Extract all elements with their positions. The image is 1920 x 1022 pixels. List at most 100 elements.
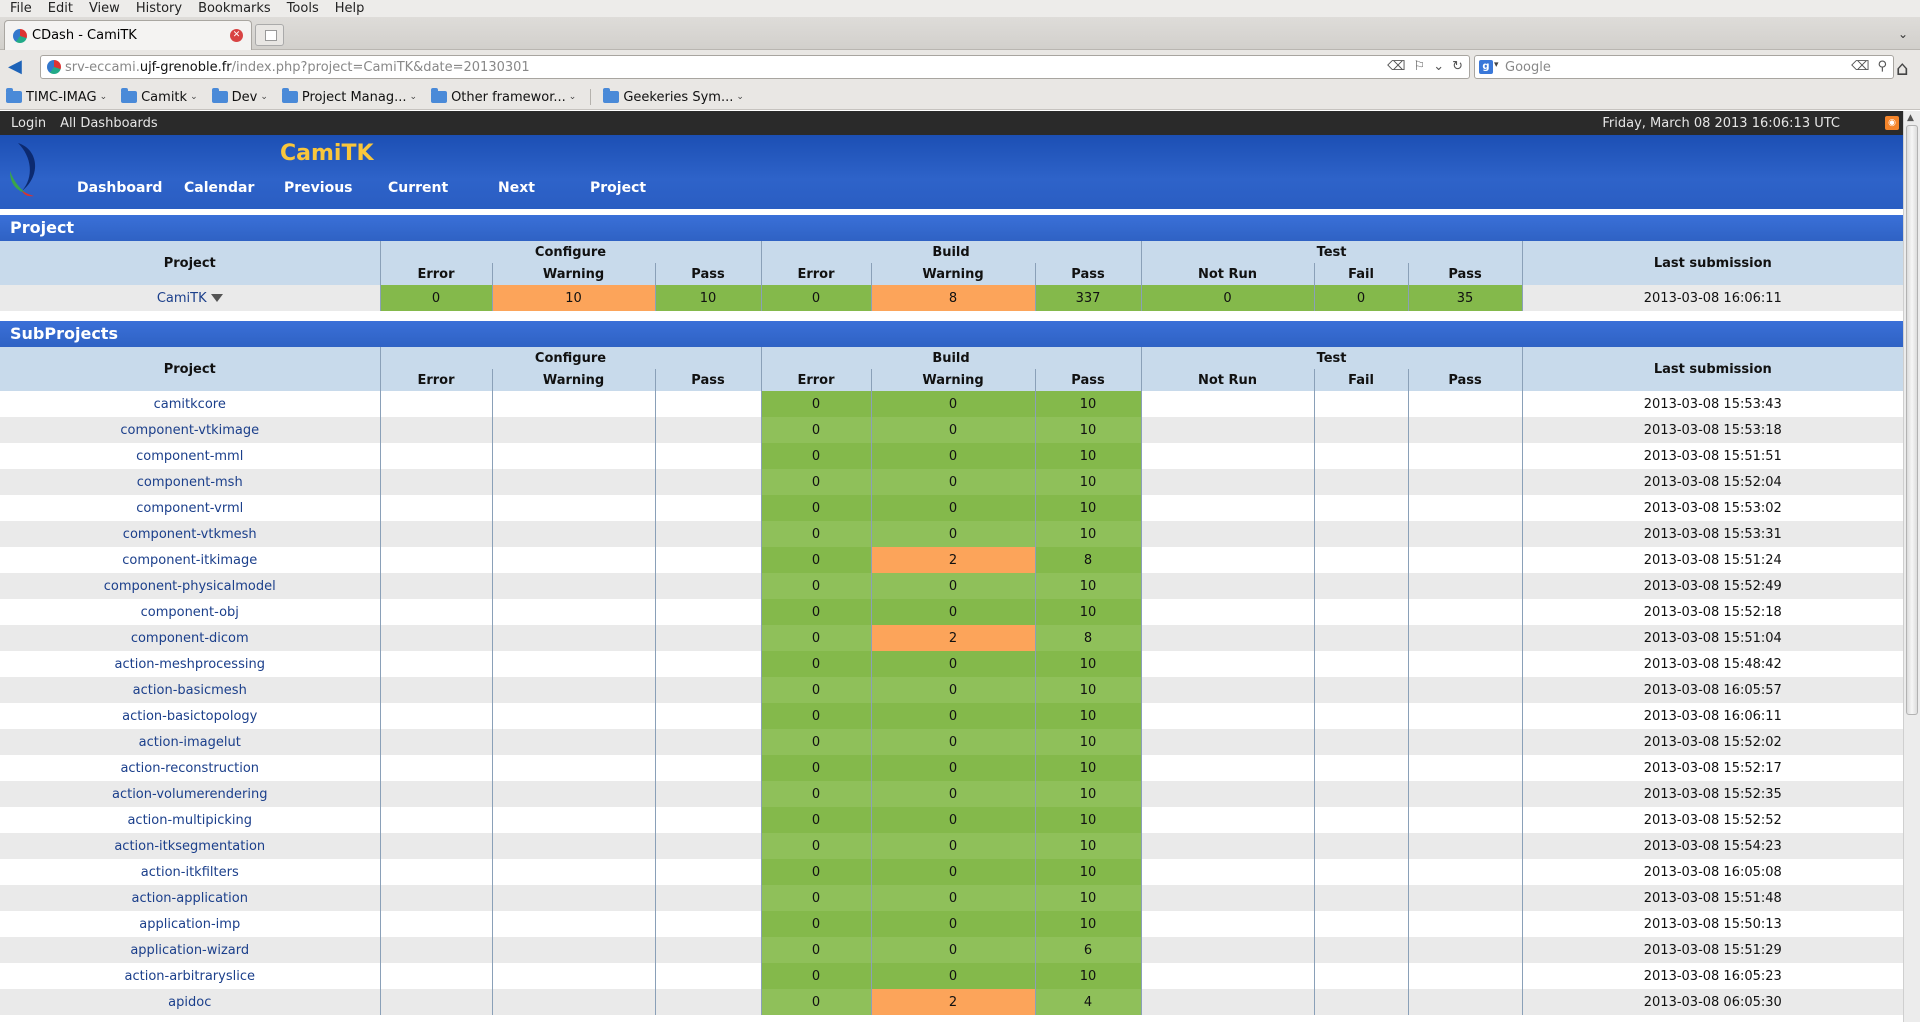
build-warning-cell[interactable]: 0 bbox=[870, 885, 1036, 911]
menu-help[interactable]: Help bbox=[334, 1, 365, 16]
build-pass-cell[interactable]: 10 bbox=[1034, 807, 1142, 833]
build-pass-cell[interactable]: 10 bbox=[1034, 599, 1142, 625]
nav-dashboard[interactable]: Dashboard bbox=[77, 180, 163, 196]
search-icon[interactable]: ⚲ bbox=[1877, 59, 1887, 74]
test-fail-cell[interactable]: 0 bbox=[1313, 285, 1409, 311]
menu-view[interactable]: View bbox=[88, 1, 120, 16]
bookmark-folder-timc-imag[interactable]: TIMC-IMAG ⌄ bbox=[6, 88, 107, 105]
subproject-link[interactable]: component-obj bbox=[140, 604, 239, 620]
configure-warning-cell[interactable]: 10 bbox=[491, 285, 655, 311]
build-error-cell[interactable]: 0 bbox=[760, 989, 872, 1015]
subproject-link[interactable]: component-vtkmesh bbox=[122, 526, 257, 542]
subproject-link[interactable]: camitkcore bbox=[153, 396, 226, 412]
build-error-cell[interactable]: 0 bbox=[760, 651, 872, 677]
subproject-link[interactable]: action-volumerendering bbox=[111, 786, 268, 802]
subproject-link[interactable]: component-dicom bbox=[130, 630, 249, 646]
subproject-link[interactable]: action-reconstruction bbox=[120, 760, 260, 776]
build-error-cell[interactable]: 0 bbox=[760, 285, 872, 311]
build-error-cell[interactable]: 0 bbox=[760, 625, 872, 651]
build-pass-cell[interactable]: 10 bbox=[1034, 391, 1142, 417]
menu-edit[interactable]: Edit bbox=[47, 1, 73, 16]
nav-calendar[interactable]: Calendar bbox=[184, 180, 255, 196]
build-pass-cell[interactable]: 10 bbox=[1034, 573, 1142, 599]
subproject-link[interactable]: action-multipicking bbox=[127, 812, 253, 828]
home-icon[interactable]: ⌂ bbox=[1896, 56, 1909, 80]
build-error-cell[interactable]: 0 bbox=[760, 755, 872, 781]
bookmark-folder-project-manag[interactable]: Project Manag... ⌄ bbox=[281, 88, 417, 105]
bookmark-folder-geekeries[interactable]: Geekeries Sym... ⌄ bbox=[603, 88, 744, 105]
clear-url-icon[interactable]: ⌫ bbox=[1387, 59, 1406, 74]
configure-error-cell[interactable]: 0 bbox=[379, 285, 492, 311]
nav-previous[interactable]: Previous bbox=[284, 180, 353, 196]
login-link[interactable]: Login bbox=[11, 115, 47, 131]
build-error-cell[interactable]: 0 bbox=[760, 781, 872, 807]
build-warning-cell[interactable]: 2 bbox=[870, 547, 1036, 573]
build-pass-cell[interactable]: 10 bbox=[1034, 495, 1142, 521]
subproject-link[interactable]: action-itksegmentation bbox=[114, 838, 266, 854]
engine-dropdown-icon[interactable]: ▾ bbox=[1494, 60, 1499, 70]
build-warning-cell[interactable]: 0 bbox=[870, 599, 1036, 625]
reload-icon[interactable]: ↻ bbox=[1452, 59, 1463, 74]
build-pass-cell[interactable]: 10 bbox=[1034, 651, 1142, 677]
subproject-link[interactable]: action-application bbox=[131, 890, 248, 906]
test-notrun-cell[interactable]: 0 bbox=[1140, 285, 1315, 311]
new-tab-button[interactable] bbox=[255, 24, 284, 46]
build-error-cell[interactable]: 0 bbox=[760, 833, 872, 859]
subproject-link[interactable]: component-vtkimage bbox=[120, 422, 260, 438]
scrollbar-thumb[interactable] bbox=[1906, 125, 1918, 715]
build-pass-cell[interactable]: 10 bbox=[1034, 755, 1142, 781]
build-error-cell[interactable]: 0 bbox=[760, 729, 872, 755]
build-pass-cell[interactable]: 337 bbox=[1034, 285, 1142, 311]
subproject-link[interactable]: action-itkfilters bbox=[140, 864, 239, 880]
search-box[interactable]: g ▾ Google ⌫ ⚲ bbox=[1474, 55, 1894, 79]
subproject-link[interactable]: apidoc bbox=[168, 994, 212, 1010]
build-pass-cell[interactable]: 10 bbox=[1034, 963, 1142, 989]
build-warning-cell[interactable]: 0 bbox=[870, 391, 1036, 417]
build-pass-cell[interactable]: 10 bbox=[1034, 781, 1142, 807]
page-info-icon[interactable]: ⚐ bbox=[1413, 59, 1426, 74]
build-error-cell[interactable]: 0 bbox=[760, 547, 872, 573]
build-error-cell[interactable]: 0 bbox=[760, 911, 872, 937]
build-pass-cell[interactable]: 4 bbox=[1034, 989, 1142, 1015]
subproject-link[interactable]: application-wizard bbox=[130, 942, 250, 958]
build-warning-cell[interactable]: 0 bbox=[870, 495, 1036, 521]
subproject-link[interactable]: action-imagelut bbox=[138, 734, 241, 750]
google-engine-icon[interactable]: g bbox=[1479, 60, 1493, 74]
build-error-cell[interactable]: 0 bbox=[760, 937, 872, 963]
clear-search-icon[interactable]: ⌫ bbox=[1851, 59, 1870, 74]
build-pass-cell[interactable]: 10 bbox=[1034, 885, 1142, 911]
nav-next[interactable]: Next bbox=[498, 180, 535, 196]
build-error-cell[interactable]: 0 bbox=[760, 521, 872, 547]
cdash-logo[interactable] bbox=[4, 141, 44, 197]
subproject-link[interactable]: action-meshprocessing bbox=[114, 656, 265, 672]
build-warning-cell[interactable]: 0 bbox=[870, 469, 1036, 495]
build-warning-cell[interactable]: 0 bbox=[870, 833, 1036, 859]
build-error-cell[interactable]: 0 bbox=[760, 391, 872, 417]
build-error-cell[interactable]: 0 bbox=[760, 573, 872, 599]
subproject-link[interactable]: action-basicmesh bbox=[132, 682, 247, 698]
build-warning-cell[interactable]: 2 bbox=[870, 625, 1036, 651]
build-pass-cell[interactable]: 10 bbox=[1034, 729, 1142, 755]
build-warning-cell[interactable]: 0 bbox=[870, 573, 1036, 599]
menu-bookmarks[interactable]: Bookmarks bbox=[198, 1, 271, 16]
build-pass-cell[interactable]: 8 bbox=[1034, 625, 1142, 651]
build-error-cell[interactable]: 0 bbox=[760, 469, 872, 495]
build-error-cell[interactable]: 0 bbox=[760, 703, 872, 729]
subproject-link[interactable]: component-mml bbox=[136, 448, 244, 464]
build-pass-cell[interactable]: 10 bbox=[1034, 859, 1142, 885]
build-warning-cell[interactable]: 0 bbox=[870, 443, 1036, 469]
build-warning-cell[interactable]: 0 bbox=[870, 859, 1036, 885]
menu-file[interactable]: File bbox=[10, 1, 32, 16]
all-dashboards-link[interactable]: All Dashboards bbox=[60, 115, 158, 131]
address-bar[interactable]: srv-eccami. ujf-grenoble.fr/index.php?pro… bbox=[40, 55, 1470, 79]
build-warning-cell[interactable]: 8 bbox=[870, 285, 1036, 311]
rss-icon[interactable]: ◉ bbox=[1885, 116, 1899, 130]
build-warning-cell[interactable]: 0 bbox=[870, 963, 1036, 989]
filter-icon[interactable] bbox=[210, 294, 223, 302]
build-warning-cell[interactable]: 0 bbox=[870, 755, 1036, 781]
build-error-cell[interactable]: 0 bbox=[760, 417, 872, 443]
build-pass-cell[interactable]: 10 bbox=[1034, 521, 1142, 547]
build-pass-cell[interactable]: 10 bbox=[1034, 443, 1142, 469]
menu-tools[interactable]: Tools bbox=[286, 1, 319, 16]
bookmark-folder-other-frameworks[interactable]: Other framewor... ⌄ bbox=[431, 88, 576, 105]
